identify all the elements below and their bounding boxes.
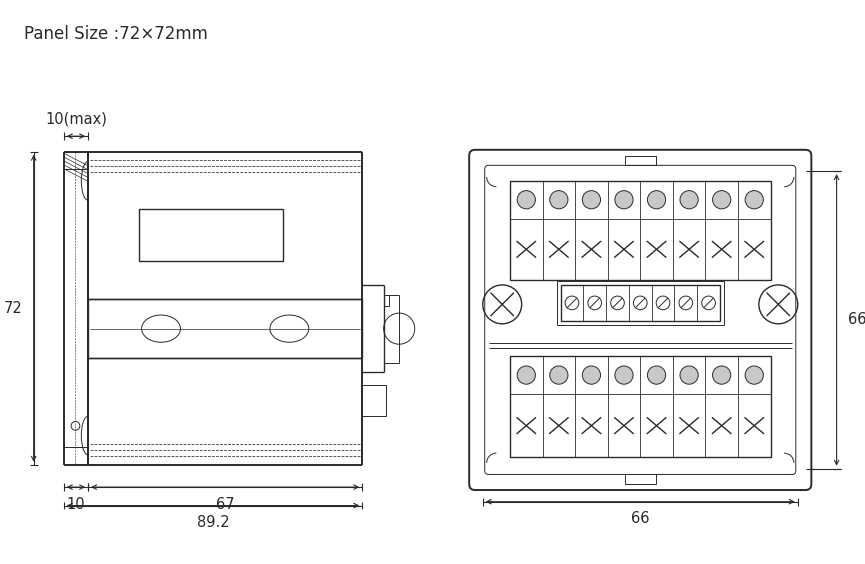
Circle shape bbox=[713, 191, 731, 209]
Circle shape bbox=[680, 366, 698, 384]
Circle shape bbox=[550, 366, 568, 384]
Bar bbox=[510, 181, 771, 280]
Circle shape bbox=[582, 191, 600, 209]
Text: Panel Size :72×72mm: Panel Size :72×72mm bbox=[24, 25, 208, 43]
Text: 67: 67 bbox=[216, 497, 234, 512]
Circle shape bbox=[680, 191, 698, 209]
Text: 66: 66 bbox=[849, 312, 865, 328]
Bar bbox=[88, 299, 362, 358]
Circle shape bbox=[517, 366, 535, 384]
Circle shape bbox=[745, 191, 763, 209]
Text: 66: 66 bbox=[631, 512, 650, 526]
Circle shape bbox=[647, 191, 666, 209]
Bar bbox=[625, 474, 656, 484]
Bar bbox=[362, 385, 386, 416]
Text: 10: 10 bbox=[67, 497, 86, 512]
Circle shape bbox=[517, 191, 535, 209]
Circle shape bbox=[713, 366, 731, 384]
Bar bbox=[625, 156, 656, 165]
Bar bbox=[561, 285, 720, 321]
Circle shape bbox=[615, 191, 633, 209]
Text: 89.2: 89.2 bbox=[196, 515, 229, 530]
Circle shape bbox=[550, 191, 568, 209]
Text: 10(max): 10(max) bbox=[45, 112, 107, 126]
Bar bbox=[557, 281, 724, 325]
Bar bbox=[138, 209, 283, 261]
Circle shape bbox=[582, 366, 600, 384]
Bar bbox=[510, 356, 771, 457]
Circle shape bbox=[745, 366, 763, 384]
Circle shape bbox=[615, 366, 633, 384]
Circle shape bbox=[647, 366, 666, 384]
Text: 72: 72 bbox=[3, 301, 22, 316]
